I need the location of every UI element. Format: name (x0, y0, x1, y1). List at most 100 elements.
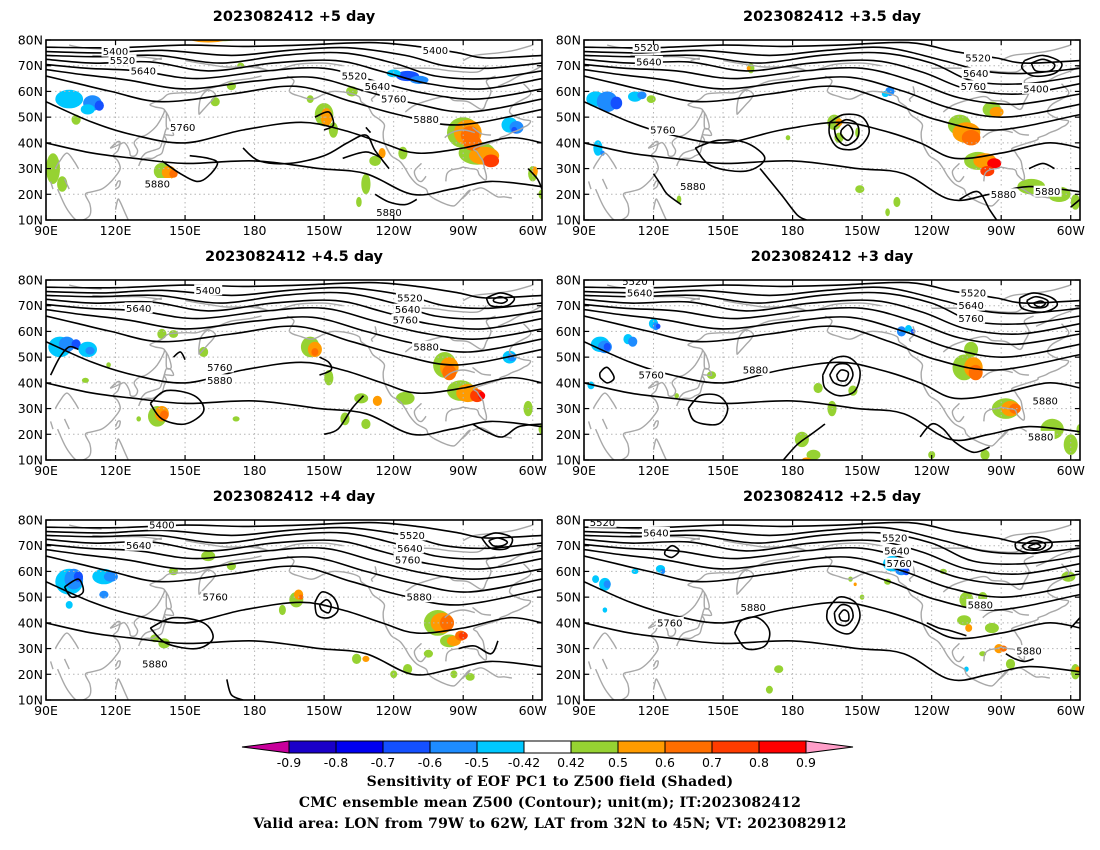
contour-label-bg (648, 124, 677, 135)
coastline (184, 59, 267, 71)
coastline (286, 75, 471, 207)
contour-line (46, 580, 542, 635)
shading-cell (168, 330, 179, 338)
colorbar-tick-label: 0.5 (608, 755, 628, 770)
contour-label: 5880 (413, 115, 438, 126)
colorbar-tick-label: -0.8 (324, 755, 348, 770)
y-tick-label: 40N (556, 135, 581, 150)
coastline (951, 402, 965, 423)
x-tick-label: 150W (306, 223, 342, 238)
contour-line (149, 616, 214, 650)
coastline (138, 367, 175, 407)
contour-label-bg (880, 532, 909, 543)
coastline (286, 315, 471, 447)
contour-label: 5520 (590, 518, 615, 529)
contour-label: 5880 (1016, 647, 1041, 658)
contour-label-bg (1015, 645, 1043, 657)
contour-label-bg (124, 302, 153, 314)
contour-label-bg (741, 364, 770, 375)
coastline (982, 129, 1013, 139)
y-tick-label: 20N (556, 187, 581, 202)
shading-cell (1063, 434, 1078, 455)
coastline (114, 438, 130, 460)
coastline (594, 315, 800, 460)
contour-line (1030, 58, 1056, 73)
y-tick-label: 60N (18, 324, 43, 339)
contour-label-bg (129, 64, 158, 76)
colorbar-tick-label: 0.6 (655, 755, 675, 770)
contour-label: 5640 (126, 304, 151, 315)
shading-cell (58, 336, 75, 352)
contour-label: 5520 (634, 43, 659, 54)
contour-label-bg (194, 284, 223, 296)
contour-line (584, 543, 1080, 586)
contour-line (314, 591, 339, 619)
contour-label-bg (966, 598, 995, 610)
colorbar-tick-label: -0.7 (371, 755, 395, 770)
coastline (63, 418, 70, 430)
z500-contours: 5400552056405400552056405760576058805880… (46, 41, 542, 219)
contour-label: 5400 (149, 521, 174, 532)
contour-label: 5880 (207, 376, 232, 387)
x-tick-label: 60W (519, 223, 547, 238)
contour-label: 5880 (991, 190, 1016, 201)
coastline (472, 187, 513, 199)
x-tick-label: 120W (376, 703, 412, 718)
coastline (594, 75, 800, 220)
coastline (163, 349, 172, 370)
contour-line (584, 340, 1080, 400)
colorbar-bin (382, 740, 431, 754)
coastline (652, 438, 668, 460)
y-tick-label: 30N (18, 401, 43, 416)
contour-line (46, 46, 542, 70)
panel-frame (583, 39, 1081, 221)
coastline (1010, 667, 1051, 679)
contour-label: 5640 (958, 301, 983, 312)
contour-label: 5640 (126, 541, 151, 552)
panel-title: 2023082412 +3.5 day (743, 9, 922, 25)
colorbar-bin (570, 740, 619, 754)
shading-cell (984, 622, 999, 634)
x-tick-label: 120E (638, 223, 670, 238)
coastline (114, 198, 130, 220)
contour-line (584, 41, 1080, 64)
grid-lines (584, 520, 1080, 700)
x-tick-label: 60W (1057, 223, 1085, 238)
contour-label: 5760 (638, 371, 663, 382)
x-tick-label: 90E (572, 703, 596, 718)
contour-line (226, 679, 244, 700)
coastline (824, 315, 1009, 447)
coastline (413, 162, 427, 183)
contour-label: 5760 (381, 95, 406, 106)
contour-line (584, 521, 1080, 544)
x-tick-label: 150E (707, 223, 739, 238)
x-tick-label: 60W (519, 703, 547, 718)
colorbar-bin (711, 740, 760, 754)
coastline (54, 632, 80, 649)
shading-cell (813, 382, 823, 394)
y-tick-label: 70N (18, 538, 43, 553)
shading-cell (450, 670, 458, 679)
contour-label: 5640 (643, 528, 668, 539)
coastline (472, 667, 513, 679)
contour-line (584, 286, 1080, 315)
y-tick-label: 20N (556, 427, 581, 442)
contour-label-bg (412, 113, 441, 125)
contour-line (472, 423, 542, 438)
y-tick-label: 20N (18, 427, 43, 442)
coastline (951, 642, 965, 663)
coastline (413, 402, 427, 423)
contour-label: 5760 (657, 618, 682, 629)
contour-label-bg (634, 55, 663, 67)
coastline (49, 181, 54, 190)
y-tick-label: 50N (556, 350, 581, 365)
contour-line (46, 622, 542, 676)
coastline (472, 366, 492, 376)
shading-cell (311, 348, 319, 356)
coastline (601, 418, 608, 430)
x-tick-label: 180 (243, 463, 267, 478)
shading-cell (201, 550, 216, 562)
coastline (701, 589, 710, 610)
